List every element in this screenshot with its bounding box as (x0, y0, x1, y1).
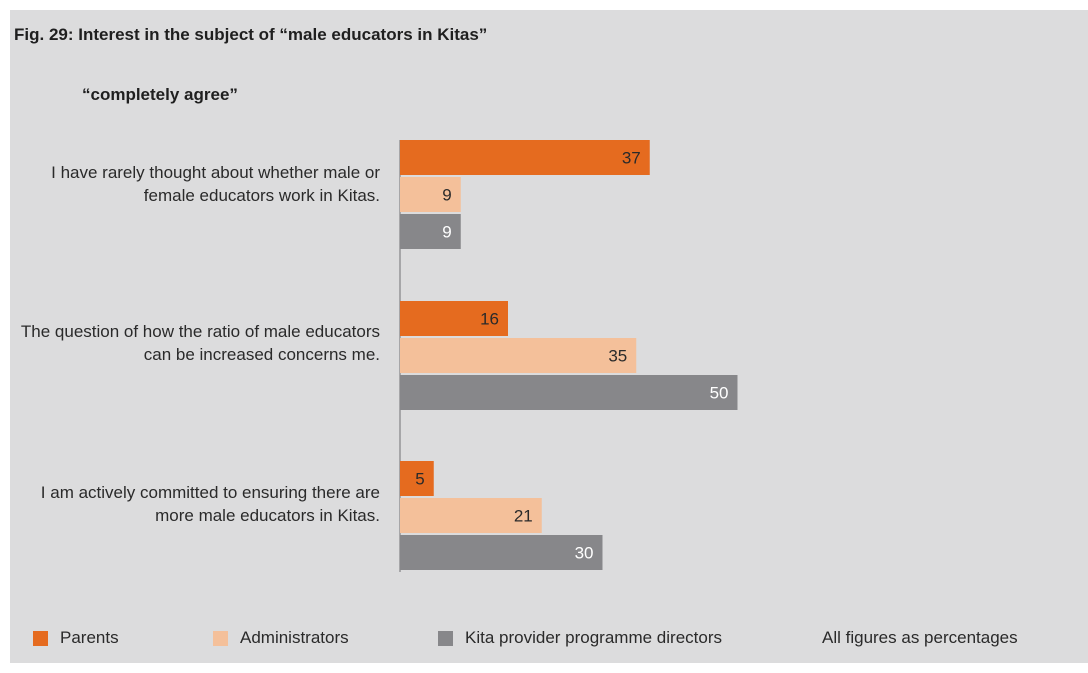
bar-directors-2 (400, 375, 738, 410)
data-label-directors-1: 9 (442, 223, 451, 242)
bar-administrators-3 (400, 498, 542, 533)
category-label-3: I am actively committed to ensuring ther… (40, 483, 380, 525)
legend-item-parents: Parents (33, 628, 119, 648)
data-label-parents-3: 5 (415, 470, 424, 489)
data-label-directors-2: 50 (710, 384, 729, 403)
chart-subtitle: “completely agree” (82, 85, 238, 104)
legend-item-administrators: Administrators (213, 628, 349, 648)
legend-item-directors: Kita provider programme directors (438, 628, 722, 648)
figure-title: Fig. 29: Interest in the subject of “mal… (14, 25, 488, 44)
data-label-parents-2: 16 (480, 310, 499, 329)
bar-parents-3 (400, 461, 434, 496)
legend-swatch-administrators (213, 630, 228, 646)
data-label-administrators-1: 9 (442, 186, 451, 205)
category-label-2: The question of how the ratio of male ed… (20, 322, 380, 364)
data-label-administrators-3: 21 (514, 507, 533, 526)
data-label-directors-3: 30 (575, 544, 594, 563)
bar-administrators-2 (400, 338, 637, 373)
legend: Parents Administrators Kita provider pro… (0, 628, 1088, 652)
data-label-administrators-2: 35 (608, 347, 627, 366)
legend-swatch-parents (33, 630, 48, 646)
bar-parents-1 (400, 140, 650, 175)
legend-label-administrators: Administrators (240, 628, 349, 647)
category-label-1: I have rarely thought about whether male… (51, 163, 380, 205)
bar-directors-1 (400, 214, 461, 249)
bar-administrators-1 (400, 177, 461, 212)
bar-parents-2 (400, 301, 508, 336)
bar-directors-3 (400, 535, 603, 570)
legend-swatch-directors (438, 630, 453, 646)
legend-label-parents: Parents (60, 628, 119, 647)
data-label-parents-1: 37 (622, 149, 641, 168)
legend-label-directors: Kita provider programme directors (465, 628, 722, 647)
percentage-note: All figures as percentages (822, 628, 1018, 647)
